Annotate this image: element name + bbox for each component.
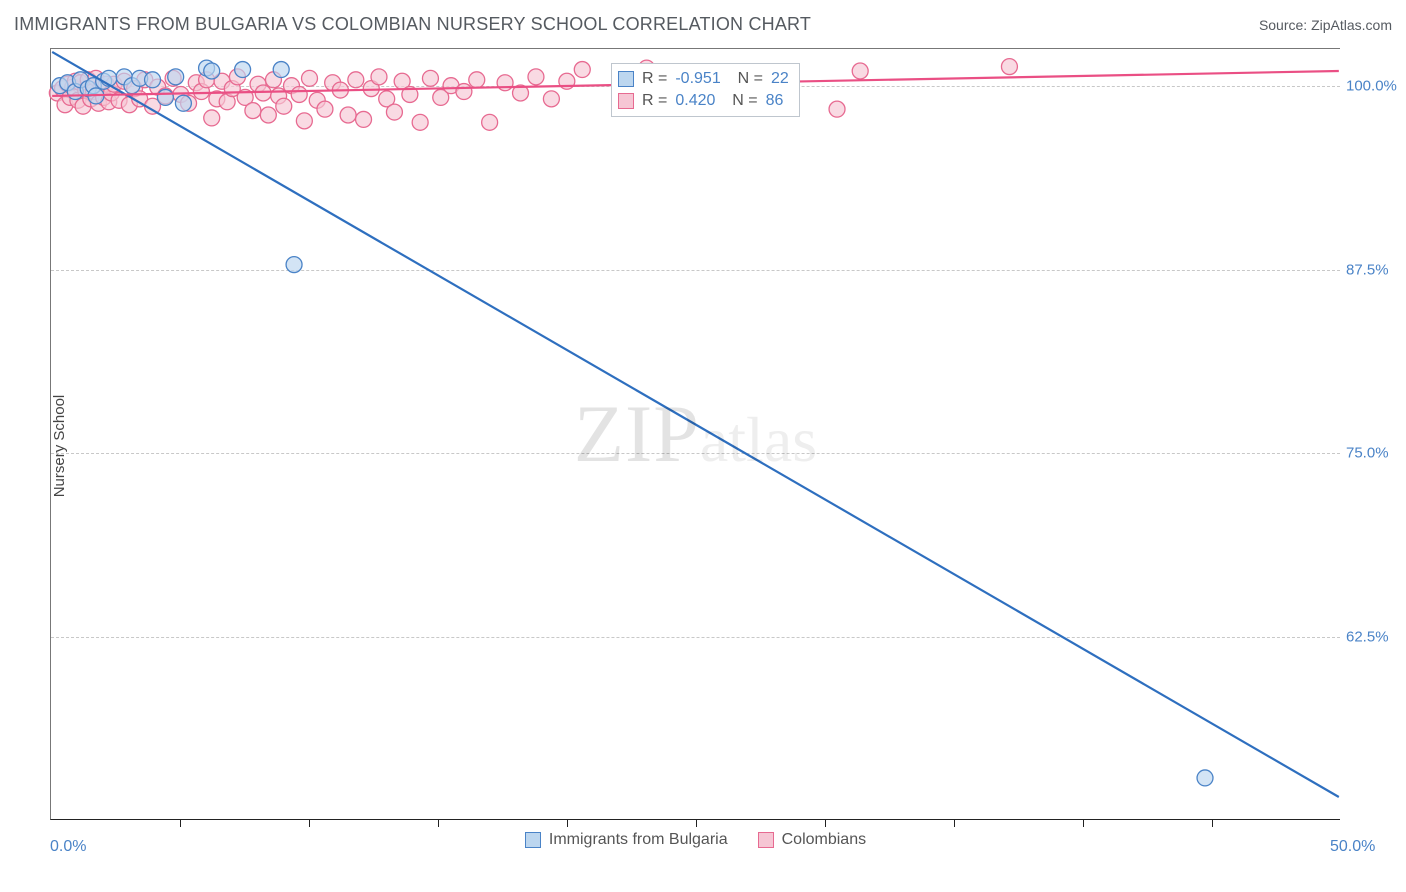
- bulgaria-point: [168, 69, 184, 85]
- y-tick-label: 87.5%: [1346, 261, 1402, 278]
- y-tick-label: 100.0%: [1346, 77, 1402, 94]
- colombians-point: [276, 98, 292, 114]
- bulgaria-point: [157, 89, 173, 105]
- colombians-point: [371, 69, 387, 85]
- bulgaria-trendline: [52, 52, 1339, 797]
- colombians-point: [296, 113, 312, 129]
- r-value: 0.420: [675, 90, 715, 112]
- x-axis-label-min: 0.0%: [50, 838, 86, 856]
- n-value: 22: [771, 68, 789, 90]
- colombians-point: [852, 63, 868, 79]
- colombians-point: [386, 104, 402, 120]
- colombians-point: [260, 107, 276, 123]
- bulgaria-point: [175, 95, 191, 111]
- legend: Immigrants from Bulgaria Colombians: [51, 831, 1340, 849]
- r-value: -0.951: [675, 68, 720, 90]
- colombians-point: [317, 101, 333, 117]
- colombians-point: [302, 70, 318, 86]
- x-tick: [825, 819, 826, 827]
- stats-row-colombians: R = 0.420 N = 86: [618, 90, 789, 112]
- source-attribution: Source: ZipAtlas.com: [1259, 17, 1392, 33]
- bulgaria-point: [1197, 770, 1213, 786]
- y-tick-label: 75.0%: [1346, 445, 1402, 462]
- chart-title: IMMIGRANTS FROM BULGARIA VS COLOMBIAN NU…: [14, 14, 811, 35]
- colombians-point: [829, 101, 845, 117]
- n-value: 86: [766, 90, 784, 112]
- colombians-point: [482, 114, 498, 130]
- colombians-point: [204, 110, 220, 126]
- x-tick: [567, 819, 568, 827]
- colombians-point: [469, 72, 485, 88]
- plot-area: 62.5%75.0%87.5%100.0% ZIPatlas R = -0.95…: [50, 48, 1340, 820]
- colombians-point: [340, 107, 356, 123]
- n-label: N =: [729, 68, 763, 90]
- r-label: R =: [642, 90, 667, 112]
- colombians-point: [543, 91, 559, 107]
- x-axis-label-max: 50.0%: [1330, 838, 1375, 856]
- bulgaria-point: [145, 72, 161, 88]
- colombians-swatch-icon: [618, 93, 634, 109]
- x-tick: [696, 819, 697, 827]
- colombians-point: [245, 103, 261, 119]
- colombians-point: [528, 69, 544, 85]
- correlation-stats-box: R = -0.951 N = 22R = 0.420 N = 86: [611, 63, 800, 117]
- colombians-point: [422, 70, 438, 86]
- x-tick: [180, 819, 181, 827]
- bulgaria-legend-swatch-icon: [525, 832, 541, 848]
- bulgaria-point: [235, 62, 251, 78]
- colombians-point: [348, 72, 364, 88]
- bulgaria-point: [273, 62, 289, 78]
- stats-row-bulgaria: R = -0.951 N = 22: [618, 68, 789, 90]
- legend-item-colombians: Colombians: [758, 831, 866, 849]
- x-tick: [438, 819, 439, 827]
- bulgaria-swatch-icon: [618, 71, 634, 87]
- colombians-legend-swatch-icon: [758, 832, 774, 848]
- colombians-point: [291, 86, 307, 102]
- colombians-point: [412, 114, 428, 130]
- legend-label: Colombians: [782, 831, 866, 849]
- colombians-point: [356, 111, 372, 127]
- colombians-point: [1001, 59, 1017, 75]
- x-tick: [1212, 819, 1213, 827]
- r-label: R =: [642, 68, 667, 90]
- legend-item-bulgaria: Immigrants from Bulgaria: [525, 831, 728, 849]
- colombians-point: [574, 62, 590, 78]
- y-tick-label: 62.5%: [1346, 629, 1402, 646]
- n-label: N =: [723, 90, 757, 112]
- bulgaria-point: [204, 63, 220, 79]
- legend-label: Immigrants from Bulgaria: [549, 831, 728, 849]
- chart-svg: [51, 49, 1340, 819]
- bulgaria-point: [286, 257, 302, 273]
- x-tick: [1083, 819, 1084, 827]
- colombians-point: [456, 84, 472, 100]
- x-tick: [954, 819, 955, 827]
- x-tick: [309, 819, 310, 827]
